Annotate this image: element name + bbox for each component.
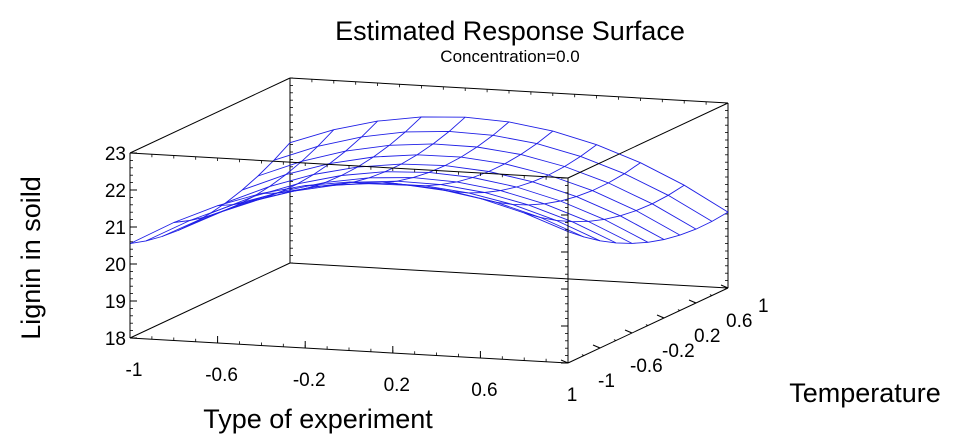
surface-line-x-7 [436,144,597,194]
y-major-tick-0 [560,359,569,364]
z-tick-label-1: 19 [105,292,126,313]
axes-back-frame [129,77,729,339]
y-tick-label-0: -1 [598,371,615,392]
surface-line-x-6 [392,130,554,187]
left-top-depth-edge [129,77,291,154]
y-tick-label-3: 0.2 [694,326,720,347]
surface-line-x-9 [524,184,685,223]
surface-line-x-4 [305,116,466,187]
surface-line-x-8 [480,162,641,206]
z-tick-label-5: 23 [105,144,126,165]
x-axis-label: Type of experiment [203,404,433,434]
y-axis-minor-tick-3 [613,339,617,341]
x-tick-label-5: 1 [567,385,578,406]
y-major-tick-5 [720,284,729,289]
y-axis-minor-tick-5 [645,324,649,326]
z-tick-labels: 18 19 20 21 22 23 [105,144,126,350]
y-tick-label-5: 1 [758,296,769,317]
x-tick-label-0: -1 [126,360,143,381]
surface-mesh [129,116,729,245]
axes-front-frame [129,102,729,364]
surface-line-x-0 [129,142,291,245]
surface-line-x-5 [348,121,510,184]
x-tick-label-2: -0.2 [293,370,326,391]
z-axis-label: Lignin in soild [16,176,46,340]
y-major-tick-4 [688,299,697,304]
y-axis-label: Temperature [789,378,941,408]
surface-line-x-3 [261,116,422,194]
y-major-tick-3 [656,314,665,319]
y-tick-label-1: -0.6 [630,356,663,377]
surface-line-y-7 [241,154,681,236]
y-tick-label-2: -0.2 [662,341,695,362]
z-tick-label-3: 21 [105,218,126,239]
left-bottom-depth-edge [129,262,291,339]
surface-line-x-10 [567,211,729,244]
chart-title: Estimated Response Surface [335,16,685,46]
y-tick-label-4: 0.6 [726,311,752,332]
y-axis-minor-tick-7 [677,309,681,311]
x-tick-labels: -1 -0.6 -0.2 0.2 0.6 1 [126,360,578,406]
surface-line-x-2 [217,120,378,207]
y-tick-labels: -1 -0.6-0.20.2 0.6 1 [598,296,769,392]
y-major-tick-2 [624,329,633,334]
z-tick-label-4: 22 [105,181,126,202]
surface-line-y-6 [225,163,665,240]
y-axis-minor-tick-1 [581,354,585,356]
surface-line-y-4 [193,177,633,244]
back-bottom-edge [289,262,729,289]
y-axis-minor-tick-9 [709,294,713,296]
surface-line-y-2 [161,182,601,242]
z-tick-label-0: 18 [105,329,126,350]
z-tick-label-2: 20 [105,255,126,276]
x-tick-label-3: 0.2 [384,375,410,396]
y-major-tick-1 [592,344,601,349]
surface-line-y-3 [177,180,617,244]
x-tick-label-1: -0.6 [205,365,238,386]
right-top-depth-edge [567,102,729,179]
chart-subtitle: Concentration=0.0 [440,47,579,66]
surface-line-x-1 [173,129,335,223]
x-tick-label-4: 0.6 [471,380,497,401]
